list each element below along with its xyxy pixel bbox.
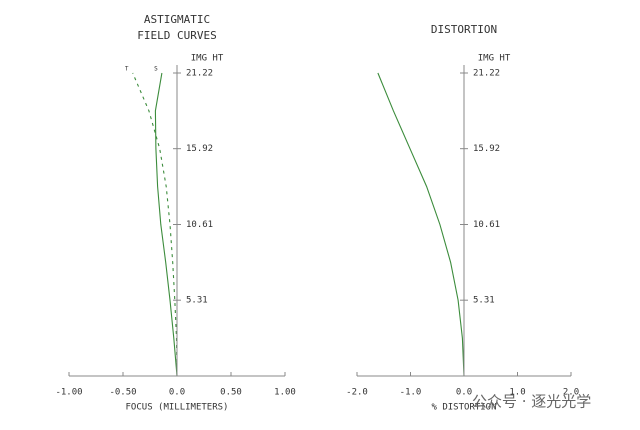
- x-tick-label: 0.50: [220, 388, 242, 398]
- chart-title: DISTORTION: [431, 23, 497, 36]
- watermark: 公众号 · 逐光光学: [472, 393, 591, 411]
- x-tick-label: 1.00: [274, 388, 296, 398]
- chart-title: FIELD CURVES: [137, 29, 216, 42]
- series-label: T: [125, 66, 129, 73]
- x-tick-label: -0.50: [109, 388, 136, 398]
- y-tick-label: 10.61: [186, 220, 213, 230]
- y-tick-label: 5.31: [186, 296, 208, 306]
- y-tick-label: 15.92: [473, 144, 500, 154]
- series-line: [132, 72, 178, 377]
- y-tick-label: 15.92: [186, 144, 213, 154]
- y-tick-label: 21.22: [473, 69, 500, 79]
- x-tick-label: -1.00: [55, 388, 82, 398]
- x-tick-label: 0.0: [169, 388, 185, 398]
- x-axis-label: % DISTORTION: [431, 403, 496, 413]
- x-tick-label: 2.0: [563, 388, 579, 398]
- x-tick-label: 1.0: [509, 388, 525, 398]
- series-line: [154, 72, 178, 377]
- x-tick-label: 0.0: [456, 388, 472, 398]
- series-line: [377, 72, 465, 377]
- x-axis-label: FOCUS (MILLIMETERS): [126, 403, 229, 413]
- y-tick-label: 5.31: [473, 296, 495, 306]
- x-tick-label: -2.0: [346, 388, 368, 398]
- series-label: S: [154, 66, 158, 73]
- y-axis-label: IMG HT: [191, 54, 224, 64]
- y-axis-label: IMG HT: [478, 54, 511, 64]
- chart-title: ASTIGMATIC: [144, 13, 210, 26]
- y-tick-label: 21.22: [186, 69, 213, 79]
- y-tick-label: 10.61: [473, 220, 500, 230]
- x-tick-label: -1.0: [400, 388, 422, 398]
